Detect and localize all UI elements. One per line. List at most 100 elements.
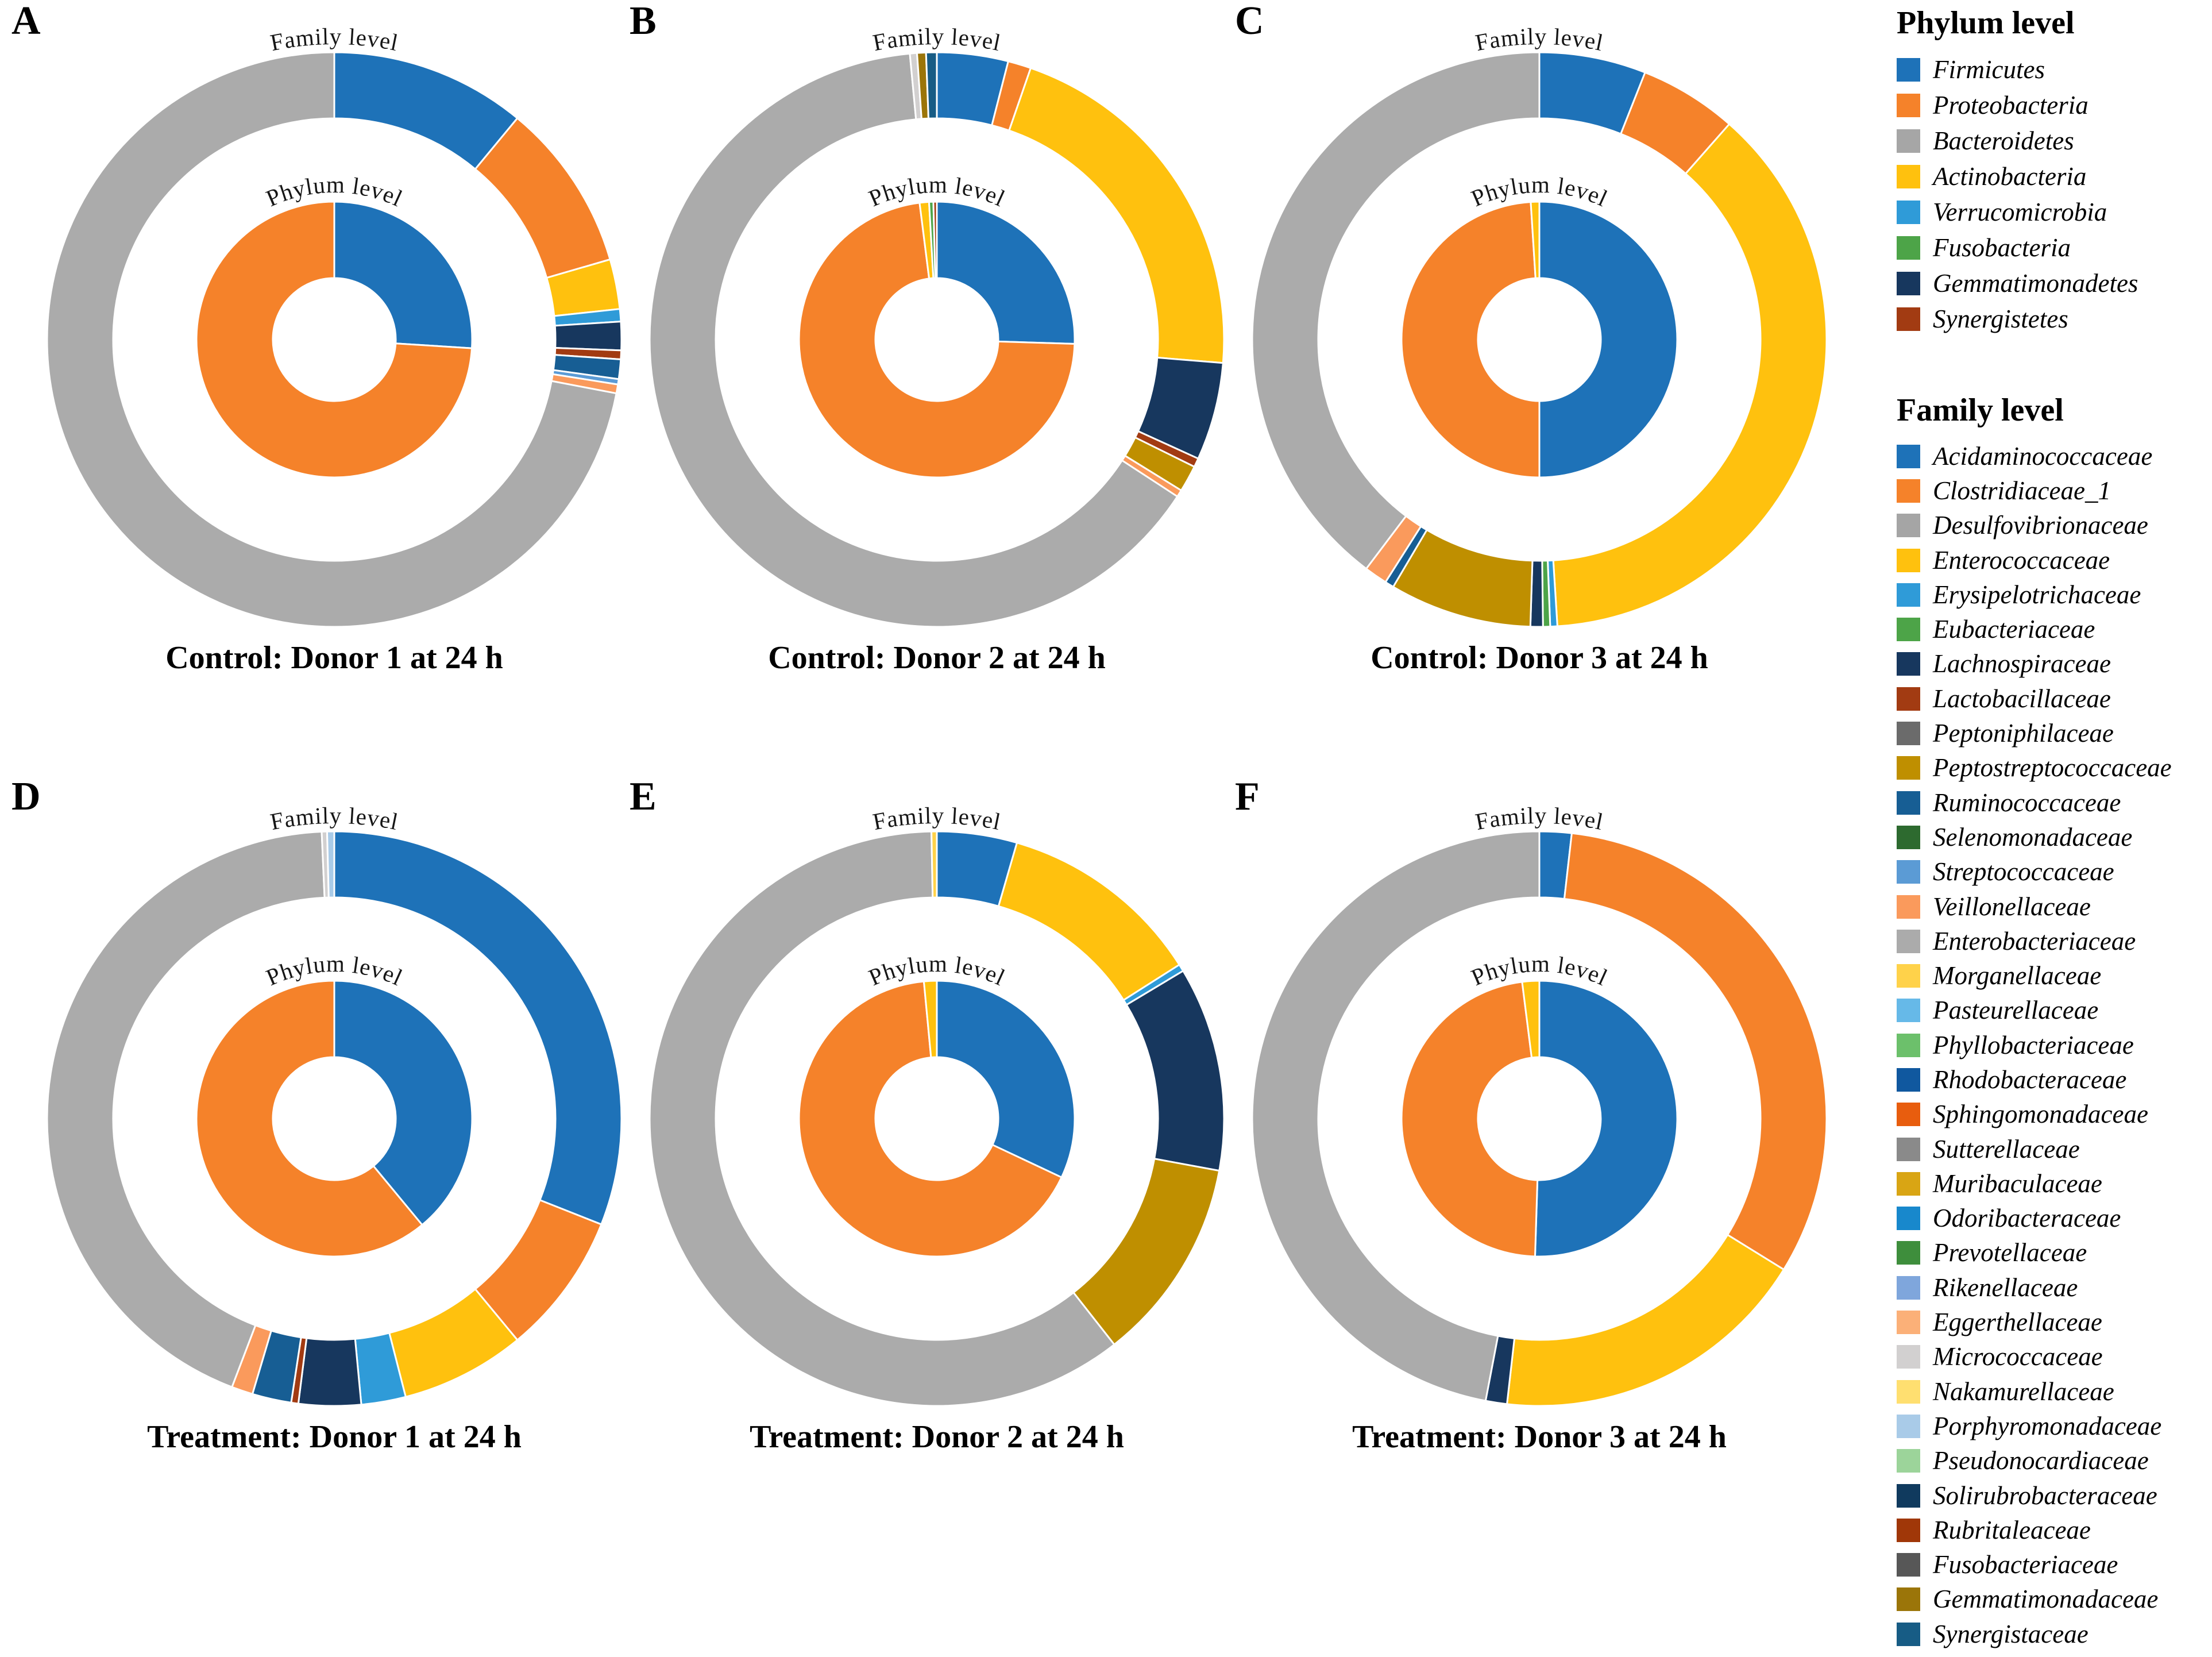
family-legend-item: Desulfovibrionaceae [1897, 508, 2210, 543]
donut-chart-panel-d: Family level Phylum level Treatment: Donor… [24, 800, 644, 1455]
donut-chart-panel-f: Family level Phylum level Treatment: Donor… [1229, 800, 1850, 1455]
phylum-ring-segment-proteobacteria [195, 980, 423, 1258]
family-legend-label: Eggerthellaceae [1933, 1308, 2102, 1337]
family-legend-item: Phyllobacteriaceae [1897, 1028, 2210, 1062]
panel-letter-a: A [11, 0, 41, 43]
family-color-swatch [1897, 479, 1920, 503]
family-legend-label: Prevotellaceae [1933, 1238, 2087, 1267]
family-color-swatch [1897, 1172, 1920, 1196]
family-legend-label: Clostridiaceae_1 [1933, 476, 2111, 505]
family-legend-item: Pseudonocardiaceae [1897, 1444, 2210, 1478]
family-legend-item: Selenomonadaceae [1897, 820, 2210, 854]
family-ring-label: Family level [871, 23, 1003, 56]
family-legend-item: Fusobacteriaceae [1897, 1548, 2210, 1582]
family-legend-label: Gemmatimonadaceae [1933, 1585, 2159, 1614]
family-color-swatch [1897, 1622, 1920, 1646]
family-color-swatch [1897, 964, 1920, 988]
phylum-color-swatch [1897, 200, 1920, 224]
family-legend-item: Porphyromonadaceae [1897, 1409, 2210, 1443]
family-legend-item: Enterococcaceae [1897, 543, 2210, 577]
family-legend-label: Porphyromonadaceae [1933, 1411, 2162, 1440]
family-legend-item: Peptostreptococcaceae [1897, 751, 2210, 785]
family-legend-item: Sutterellaceae [1897, 1132, 2210, 1166]
family-legend-label: Synergistaceae [1933, 1619, 2089, 1648]
phylum-legend-item: Gemmatimonadetes [1897, 265, 2210, 301]
family-color-swatch [1897, 652, 1920, 676]
family-legend-item: Rhodobacteraceae [1897, 1062, 2210, 1097]
family-ring-segment-porphyromonadaceae [326, 830, 335, 899]
family-color-swatch [1897, 1345, 1920, 1369]
family-ring-segment-enterococcaceae [1552, 123, 1828, 627]
family-legend-item: Prevotellaceae [1897, 1236, 2210, 1270]
phylum-color-swatch [1897, 236, 1920, 260]
family-color-swatch [1897, 1553, 1920, 1577]
family-legend-label: Streptococcaceae [1933, 857, 2114, 887]
phylum-ring-segment-firmicutes [1534, 980, 1678, 1258]
phylum-ring-segment-firmicutes [333, 201, 473, 349]
family-ring-segment-peptostreptococcaceae [1072, 1158, 1221, 1346]
family-legend-label: Phyllobacteriaceae [1933, 1030, 2134, 1059]
family-legend-label: Rubritaleaceae [1933, 1515, 2091, 1544]
phylum-ring-segment-firmicutes [333, 980, 473, 1226]
family-legend-label: Enterococcaceae [1933, 545, 2110, 575]
family-legend-item: Morganellaceae [1897, 958, 2210, 993]
family-legend-item: Ruminococcaceae [1897, 785, 2210, 820]
family-legend-item: Acidaminococcaceae [1897, 439, 2210, 473]
donut-chart-panel-b: Family level Phylum level Control: Donor 2… [627, 21, 1247, 676]
phylum-ring-segment-actinobacteria [1521, 980, 1541, 1059]
family-legend-label: Micrococcaceae [1933, 1342, 2103, 1371]
family-legend-label: Eubacteriaceae [1933, 615, 2095, 644]
family-legend-item: Streptococcaceae [1897, 855, 2210, 889]
family-legend-label: Muribaculaceae [1933, 1169, 2102, 1198]
family-color-swatch [1897, 618, 1920, 642]
family-ring-segment-enterobacteriaceae [46, 830, 326, 1388]
family-ring-segment-acidaminococcaceae [333, 830, 623, 1226]
phylum-legend-item: Synergistetes [1897, 301, 2210, 337]
family-color-swatch [1897, 687, 1920, 711]
legend: Phylum level Firmicutes Proteobacteria Bac… [1897, 5, 2210, 1651]
family-ring-segment-enterococcaceae [1506, 1234, 1785, 1407]
family-ring-segment-enterococcaceae [997, 842, 1180, 1001]
panel-letter-c: C [1235, 0, 1264, 43]
family-legend-item: Gemmatimonadaceae [1897, 1582, 2210, 1617]
donut-chart-panel-e: Family level Phylum level Treatment: Donor… [627, 800, 1247, 1455]
family-ring-segment-enterobacteriaceae [648, 52, 1179, 628]
family-legend-item: Solirubrobacteraceae [1897, 1478, 2210, 1513]
donut-chart-panel-a: Family level Phylum level Control: Donor 1… [24, 21, 644, 676]
phylum-legend-label: Gemmatimonadetes [1933, 268, 2138, 298]
phylum-color-swatch [1897, 57, 1920, 82]
family-ring-label: Family level [1473, 23, 1606, 56]
family-legend-item: Veillonellaceae [1897, 889, 2210, 924]
family-legend-item: Synergistaceae [1897, 1617, 2210, 1651]
family-ring-segment-enterobacteriaceae [648, 830, 1115, 1407]
phylum-legend-label: Bacteroidetes [1933, 126, 2074, 155]
family-ring-label: Family level [871, 802, 1003, 835]
chart-title-d: Treatment: Donor 1 at 24 h [147, 1419, 522, 1455]
family-color-swatch [1897, 1275, 1920, 1300]
phylum-ring-segment-proteobacteria [1400, 201, 1541, 479]
family-legend-label: Ruminococcaceae [1933, 788, 2121, 817]
family-color-swatch [1897, 1207, 1920, 1231]
family-legend-label: Selenomonadaceae [1933, 822, 2133, 851]
family-legend-label: Fusobacteriaceae [1933, 1550, 2118, 1579]
family-color-swatch [1897, 1103, 1920, 1127]
phylum-legend: Phylum level Firmicutes Proteobacteria Bac… [1897, 5, 2210, 337]
donut-chart-panel-c: Family level Phylum level Control: Donor 3… [1229, 21, 1850, 676]
family-legend-item: Enterobacteriaceae [1897, 924, 2210, 958]
family-color-swatch [1897, 825, 1920, 849]
family-legend-label: Pseudonocardiaceae [1933, 1446, 2149, 1475]
family-legend-label: Odoribacteraceae [1933, 1204, 2121, 1233]
family-ring-label: Family level [1473, 802, 1606, 835]
family-legend-label: Sphingomonadaceae [1933, 1100, 2148, 1129]
family-color-swatch [1897, 1068, 1920, 1092]
chart-title-c: Control: Donor 3 at 24 h [1371, 640, 1708, 676]
family-legend-item: Micrococcaceae [1897, 1340, 2210, 1374]
phylum-legend-label: Fusobacteria [1933, 233, 2071, 262]
family-legend-label: Veillonellaceae [1933, 892, 2091, 921]
family-legend-items: Acidaminococcaceae Clostridiaceae_1 Desulf… [1897, 439, 2210, 1651]
family-legend-label: Sutterellaceae [1933, 1134, 2080, 1163]
family-legend-label: Solirubrobacteraceae [1933, 1481, 2157, 1510]
phylum-legend-label: Actinobacteria [1933, 161, 2087, 191]
